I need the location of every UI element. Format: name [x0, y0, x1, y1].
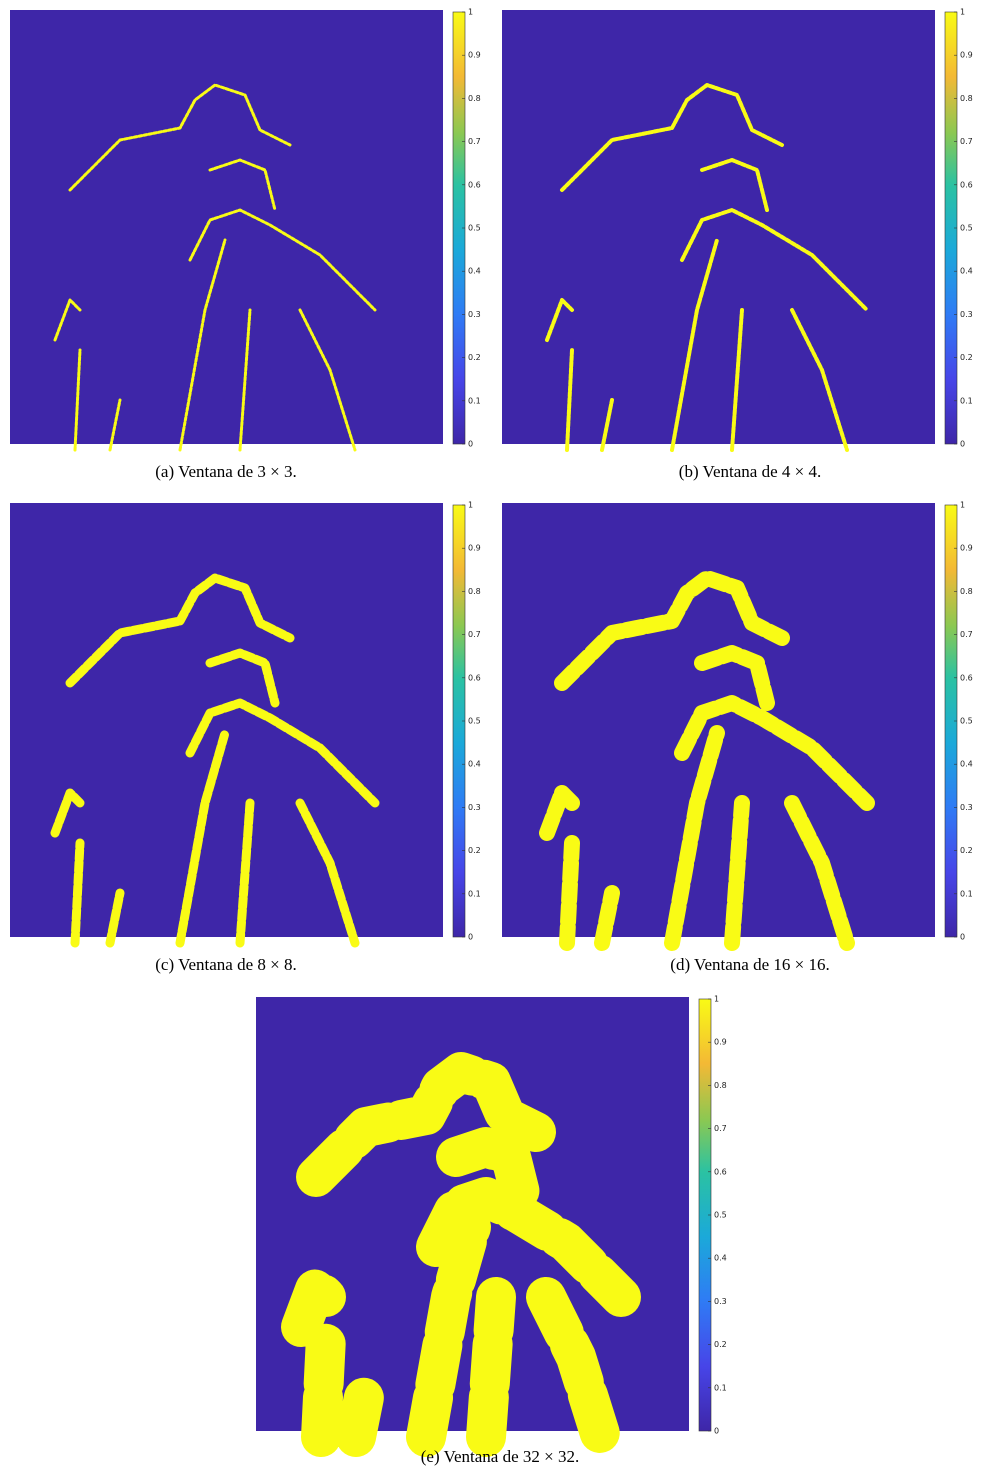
colorbar-tick-label: 0.6: [468, 673, 481, 682]
colorbar-tick-label: 0.4: [960, 760, 973, 769]
colorbar-tick-label: 0.6: [468, 180, 481, 189]
colorbar-tick-label: 0.2: [468, 353, 481, 362]
caption: (a) Ventana de 3 × 3.: [155, 462, 296, 481]
colorbar-tick-label: 1: [468, 501, 473, 510]
colorbar-tick-label: 0.2: [714, 1340, 727, 1349]
colorbar-tick-label: 0.3: [960, 310, 973, 319]
colorbar-tick-label: 0.4: [714, 1254, 727, 1263]
colorbar-tick-label: 0.8: [960, 94, 973, 103]
colorbar-tick-label: 0.5: [714, 1211, 727, 1220]
colorbar-tick-label: 0: [960, 933, 965, 942]
colorbar-tick-label: 0.5: [468, 224, 481, 233]
colorbar-tick-label: 0.8: [468, 94, 481, 103]
colorbar-tick-label: 0.9: [960, 544, 973, 553]
image: [502, 10, 935, 444]
colorbar-tick-label: 0.8: [468, 587, 481, 596]
colorbar-tick-label: 0.7: [468, 630, 481, 639]
colorbar-tick-label: 1: [714, 995, 719, 1004]
colorbar-tick-label: 0.4: [960, 267, 973, 276]
colorbar-tick-label: 0.8: [960, 587, 973, 596]
colorbar-tick-label: 0.5: [960, 224, 973, 233]
colorbar-tick-label: 0.1: [960, 396, 973, 405]
figure: 0 0.1 0.2 0.3 0.4 0.5 0.6 0.7 0.8 0.9 1 (a) Ventana…: [0, 0, 990, 1474]
colorbar-tick-label: 0.6: [714, 1167, 727, 1176]
colorbar-tick-label: 0.2: [468, 846, 481, 855]
colorbar-tick-label: 0.8: [714, 1081, 727, 1090]
colorbar-tick-label: 0.3: [468, 803, 481, 812]
caption: (e) Ventana de 32 × 32.: [421, 1447, 579, 1466]
colorbar-tick-label: 0.4: [468, 267, 481, 276]
colorbar-tick-label: 0.3: [468, 310, 481, 319]
colorbar-tick-label: 1: [468, 8, 473, 17]
colorbar-tick-label: 1: [960, 8, 965, 17]
colorbar-tick-label: 0.1: [960, 889, 973, 898]
colorbar-tick-label: 0.7: [714, 1124, 727, 1133]
colorbar-tick-label: 0.1: [468, 396, 481, 405]
colorbar-tick-label: 0.7: [960, 137, 973, 146]
image: [10, 10, 443, 444]
colorbar-tick-label: 0.2: [960, 353, 973, 362]
colorbar-tick-label: 0.7: [960, 630, 973, 639]
colorbar-tick-label: 0: [960, 440, 965, 449]
caption: (d) Ventana de 16 × 16.: [670, 955, 829, 974]
colorbar-tick-label: 0.1: [468, 889, 481, 898]
colorbar-tick-label: 0.9: [468, 544, 481, 553]
colorbar-tick-label: 0.3: [714, 1297, 727, 1306]
colorbar-tick-label: 0.9: [468, 51, 481, 60]
caption: (b) Ventana de 4 × 4.: [679, 462, 821, 481]
colorbar-tick-label: 0.9: [714, 1038, 727, 1047]
colorbar-tick-label: 1: [960, 501, 965, 510]
colorbar-tick-label: 0.7: [468, 137, 481, 146]
colorbar-tick-label: 0: [468, 933, 473, 942]
caption: (c) Ventana de 8 × 8.: [155, 955, 296, 974]
colorbar-tick-label: 0.1: [714, 1383, 727, 1392]
colorbar-tick-label: 0.6: [960, 180, 973, 189]
colorbar-tick-label: 0.5: [468, 717, 481, 726]
colorbar-tick-label: 0: [714, 1427, 719, 1436]
colorbar-tick-label: 0.2: [960, 846, 973, 855]
colorbar-tick-label: 0.9: [960, 51, 973, 60]
colorbar-tick-label: 0.6: [960, 673, 973, 682]
colorbar-tick-label: 0.5: [960, 717, 973, 726]
colorbar-tick-label: 0: [468, 440, 473, 449]
colorbar-tick-label: 0.3: [960, 803, 973, 812]
colorbar-tick-label: 0.4: [468, 760, 481, 769]
